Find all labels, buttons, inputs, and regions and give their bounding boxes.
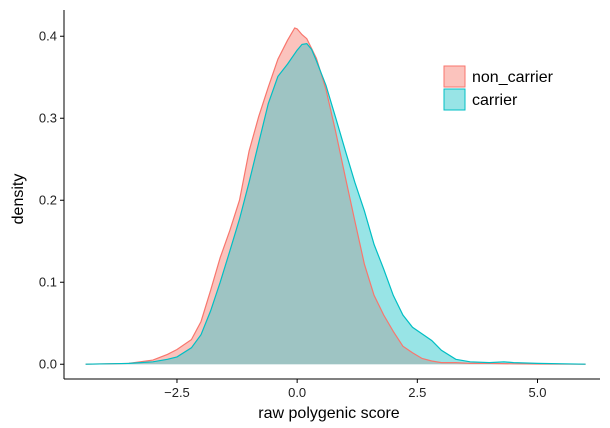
axes: 0.0 0.1 0.2 0.3 0.4 −2.5 0.0 2.5 5.0 xyxy=(39,10,600,400)
x-tick-label: −2.5 xyxy=(164,385,190,400)
legend-swatch-non-carrier xyxy=(443,65,466,88)
x-axis-title: raw polygenic score xyxy=(258,405,400,422)
legend-label-carrier: carrier xyxy=(472,92,518,109)
x-tick-label: 5.0 xyxy=(528,385,546,400)
line-carrier xyxy=(85,42,586,365)
y-axis-title: density xyxy=(10,174,27,225)
y-tick-label: 0.3 xyxy=(39,111,57,126)
y-tick-label: 0.1 xyxy=(39,275,57,290)
density-areas xyxy=(85,27,586,365)
y-tick-label: 0.4 xyxy=(39,29,57,44)
legend-swatch-carrier xyxy=(443,88,466,111)
x-tick-label: 2.5 xyxy=(408,385,426,400)
area-overlap xyxy=(85,43,586,365)
x-tick-label: 0.0 xyxy=(288,385,306,400)
y-tick-label: 0.2 xyxy=(39,193,57,208)
y-tick-label: 0.0 xyxy=(39,357,57,372)
legend-label-non-carrier: non_carrier xyxy=(472,69,554,86)
